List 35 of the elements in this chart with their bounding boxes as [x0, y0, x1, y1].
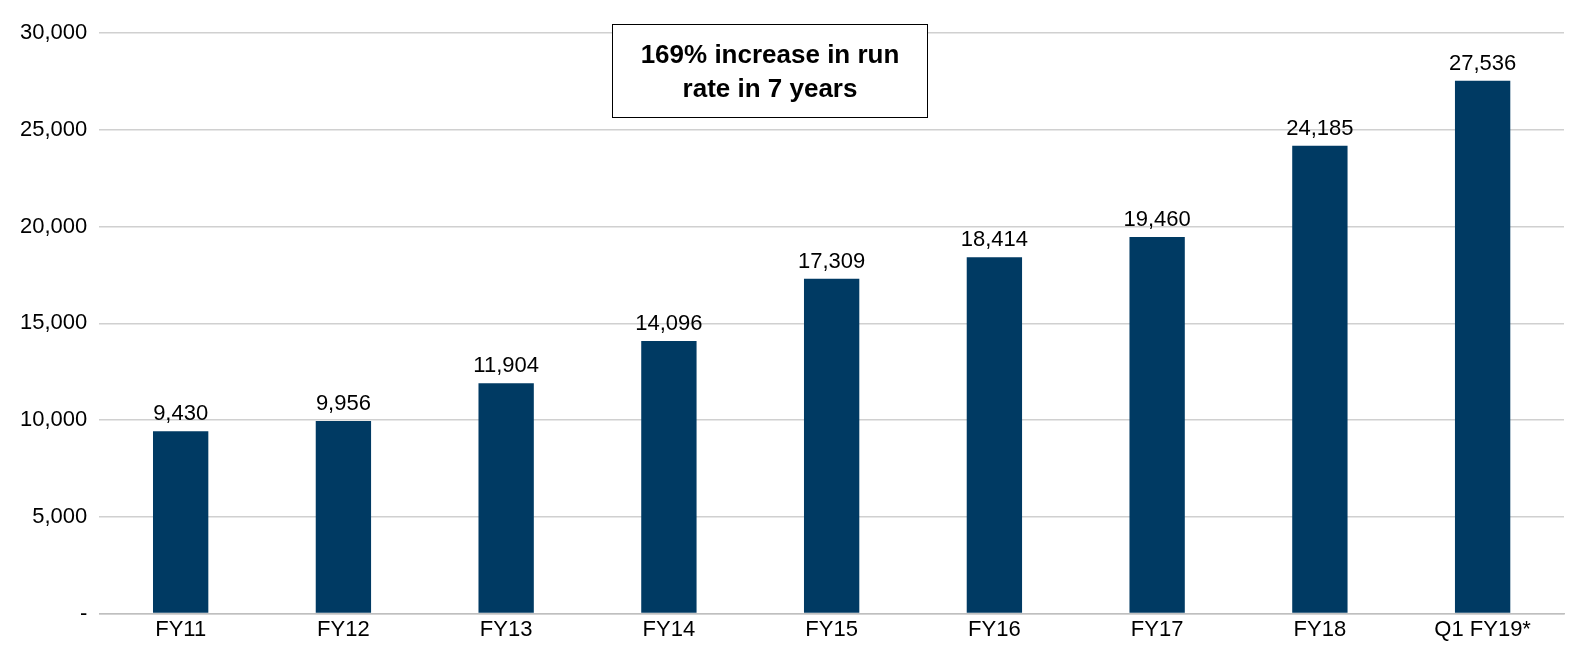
data-label: 24,185	[1286, 114, 1354, 140]
x-tick-label: FY16	[968, 615, 1021, 641]
y-tick-label: 20,000	[19, 212, 88, 238]
data-label: 9,430	[153, 400, 209, 426]
bar	[803, 278, 860, 613]
annotation: 169% increase in run rate in 7 years	[612, 24, 928, 118]
x-tick-label: FY13	[479, 615, 533, 641]
bar	[641, 340, 697, 613]
x-tick-label: FY15	[805, 615, 858, 641]
bar	[315, 420, 372, 613]
y-tick-label: 30,000	[19, 19, 88, 45]
data-label: 17,309	[798, 247, 866, 273]
y-tick-label: 25,000	[19, 116, 88, 141]
x-tick-label: FY11	[155, 615, 207, 641]
bar	[966, 257, 1023, 613]
bar	[153, 431, 209, 613]
data-label: 19,460	[1123, 206, 1191, 232]
bar	[1454, 80, 1511, 613]
data-label: 11,904	[473, 352, 539, 378]
x-tick-label: Q1 FY19*	[1434, 615, 1532, 641]
y-tick-label: 10,000	[19, 406, 88, 432]
data-label: 9,956	[315, 390, 371, 416]
data-label: 14,096	[635, 309, 703, 335]
x-tick-label: FY14	[642, 615, 696, 641]
bar	[1129, 237, 1185, 613]
data-label: 18,414	[960, 226, 1029, 252]
y-tick-label: -	[79, 599, 88, 625]
x-tick-label: FY18	[1293, 615, 1347, 641]
bar	[1292, 145, 1348, 613]
x-tick-label: FY12	[317, 615, 370, 641]
data-label: 27,536	[1448, 49, 1517, 75]
y-tick-label: 15,000	[19, 309, 88, 335]
bar	[478, 383, 534, 613]
x-tick-label: FY17	[1130, 615, 1184, 641]
y-tick-label: 5,000	[32, 502, 88, 528]
